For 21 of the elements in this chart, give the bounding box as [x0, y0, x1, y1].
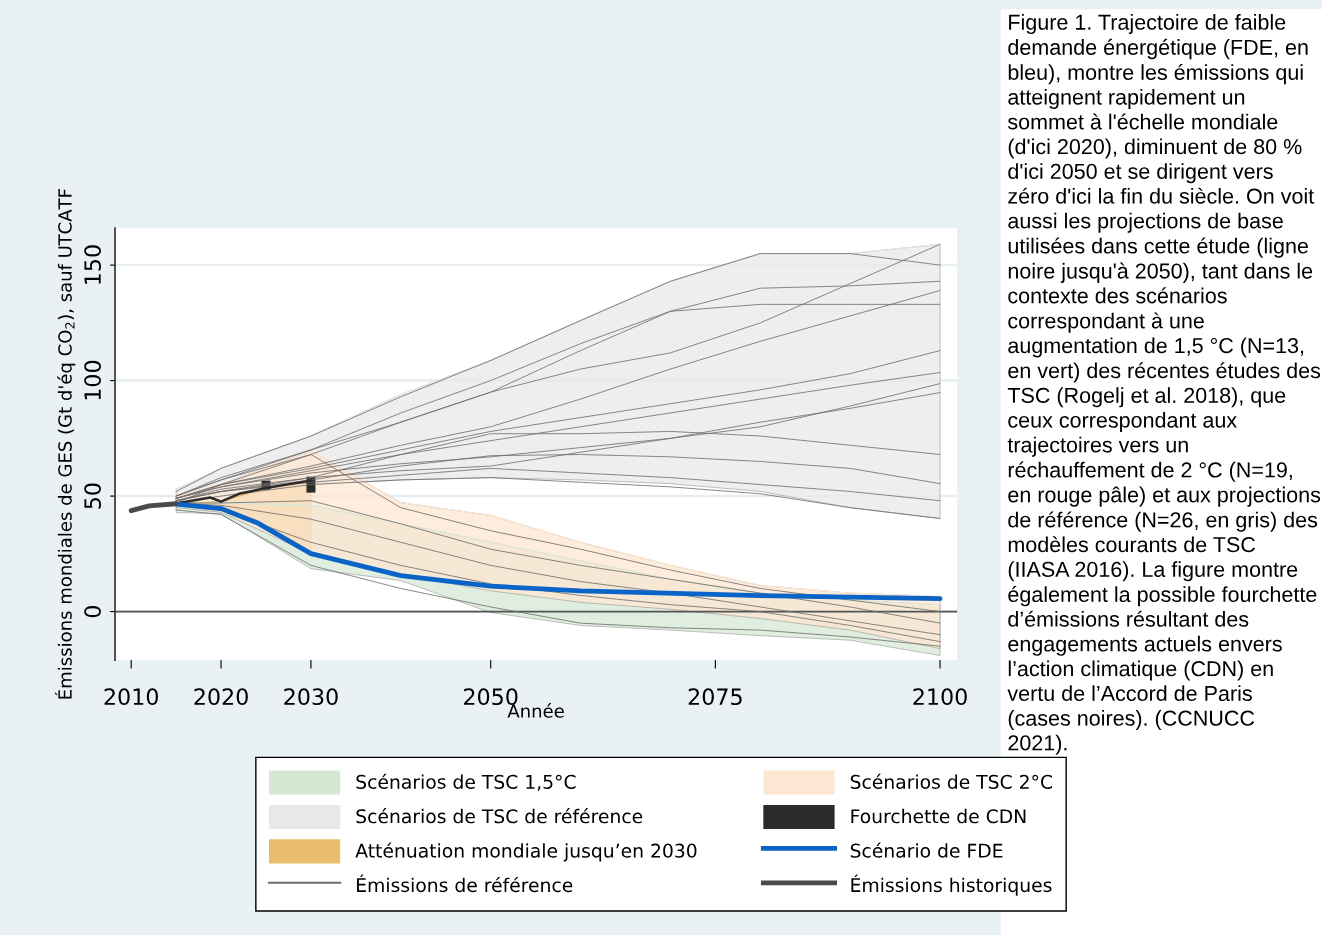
legend-label: Émissions historiques — [851, 874, 1052, 896]
x-axis-title: Année — [507, 703, 564, 718]
y-tick-label: 0 — [84, 606, 101, 618]
legend-label: Atténuation mondiale jusqu’en 2030 — [355, 842, 697, 862]
legend-label: Fourchette de CDN — [851, 808, 1026, 824]
x-tick-label: 2050 — [464, 688, 518, 706]
x-tick-label: 2010 — [104, 688, 158, 706]
x-tick-label: 2075 — [688, 688, 742, 706]
legend-label: Scénarios de TSC 1,5°C — [356, 773, 576, 791]
text: Figure 1. Trajectoire de faible demande énergétique (FDE, en bleu), montre les émissions qui atteignent rapidement un sommet à l'échelle mondiale (d'ici 2020), diminuent de 80 % d'ici 2050 et se dirigent vers zéro d'ici la fin du siècle. On voit aussi les projections de base utilisées dans cette étude (ligne noire jusqu'à 2050), tant dans le contexte des scénarios correspondant à une augmentation de 1,5 °C (N=13, en vert) des récentes études des TSC (Rogelj et al. 2018), que ceux correspondant aux trajectoires vers un réchauffement de 2 °C (N=19, en rouge pâle) et aux projections de référence (N=26, en gris) des modèles courants de TSC (IIASA 2016). La figure montre également la possible fourchette d’émissions résultant des engagements actuels envers l’action climatique (CDN) en vertu de l’Accord de Paris (cases noires). (CCNUCC 2021). — [1007, 14, 1321, 755]
y-tick-label: 50 — [84, 483, 101, 509]
x-tick-label: 2030 — [284, 688, 338, 706]
y-axis-title: Émissions mondiales de GES (Gt d'éq CO$_{2}$), sauf UTCATF — [54, 189, 76, 699]
legend-label: Scénarios de TSC de référence — [356, 808, 643, 824]
x-tick-label: 2100 — [913, 688, 967, 706]
legend-label: Émissions de référence — [357, 874, 573, 893]
legend-label: Scénarios de TSC 2°C — [850, 773, 1053, 789]
x-tick-label: 2020 — [194, 688, 248, 706]
y-tick-label: 150 — [84, 245, 101, 284]
y-tick-label: 100 — [84, 360, 101, 400]
legend-label: Scénario de FDE — [850, 842, 1003, 858]
